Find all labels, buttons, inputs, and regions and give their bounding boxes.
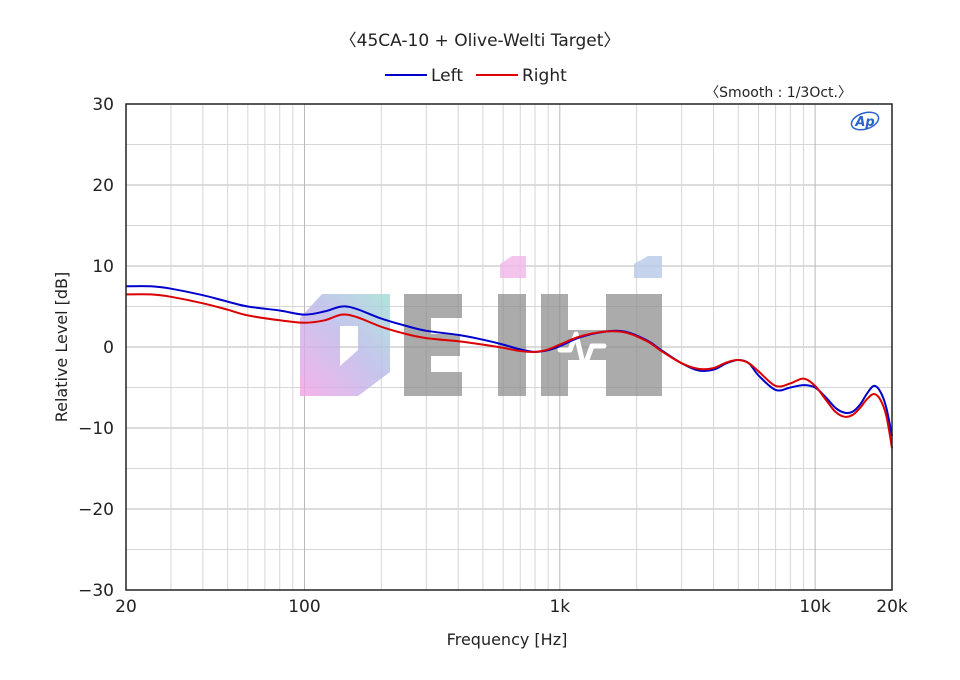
y-tick-label: 20 (92, 176, 114, 196)
watermark-dot-1 (500, 256, 526, 278)
y-tick-label: 30 (92, 95, 114, 115)
y-axis-ticks: 30 20 10 0 −10 −20 −30 (78, 95, 114, 601)
x-tick-label: 20 (115, 597, 137, 617)
y-tick-label: 10 (92, 257, 114, 277)
watermark-dot-2 (634, 256, 662, 278)
x-axis-ticks: 20 100 1k 10k 20k (115, 597, 908, 617)
chart-title: 〈45CA-10 + Olive-Welti Target〉 (340, 31, 621, 51)
series-lines (125, 285, 893, 449)
smoothing-annotation: 〈Smooth : 1/3Oct.〉 (705, 85, 852, 101)
y-tick-label: −10 (78, 419, 114, 439)
plot-frame (125, 103, 893, 591)
watermark-letter-h (541, 294, 634, 396)
legend-label-right: Right (522, 66, 567, 86)
legend: Left Right (385, 66, 567, 86)
grid (126, 104, 892, 590)
legend-label-left: Left (431, 66, 463, 86)
watermark-letter-e (404, 294, 462, 396)
x-tick-label: 100 (288, 597, 320, 617)
watermark-letter-i-2 (634, 294, 662, 396)
x-axis-label: Frequency [Hz] (447, 630, 568, 649)
y-tick-label: −20 (78, 500, 114, 520)
y-tick-label: −30 (78, 581, 114, 601)
ap-logo: Ap (850, 111, 880, 131)
x-tick-label: 10k (799, 597, 831, 617)
x-tick-label: 20k (876, 597, 908, 617)
x-tick-label: 1k (549, 597, 570, 617)
series-line-right (125, 293, 893, 449)
y-tick-label: 0 (103, 338, 114, 358)
watermark-pulse-icon (557, 331, 607, 371)
eihi-watermark (300, 256, 662, 396)
watermark-logo-left (300, 294, 390, 396)
y-axis-label: Relative Level [dB] (52, 272, 71, 423)
ap-logo-text: Ap (854, 115, 874, 130)
